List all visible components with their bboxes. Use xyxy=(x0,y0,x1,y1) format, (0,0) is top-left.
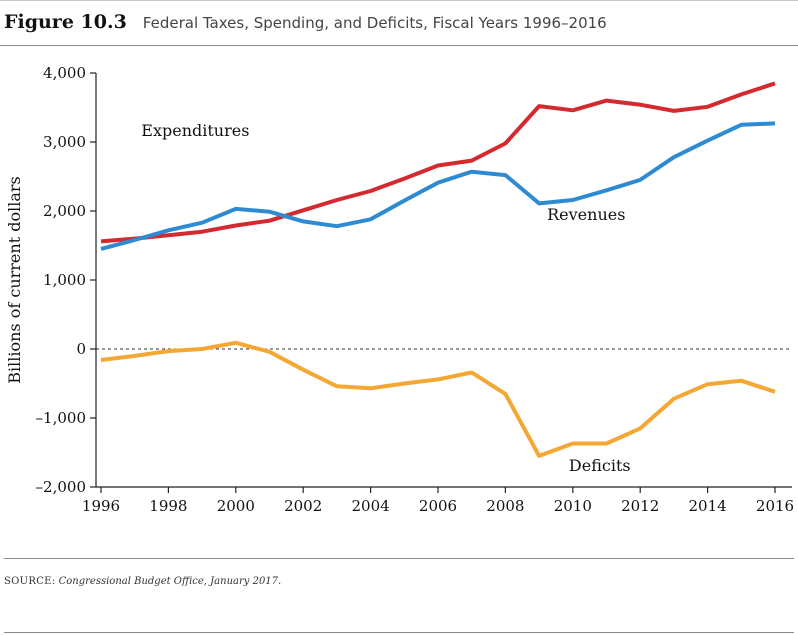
header-rule xyxy=(0,45,798,46)
y-tick-label: 0 xyxy=(76,340,86,358)
x-tick-label: 2000 xyxy=(217,497,255,515)
source-text: Congressional Budget Office, January 201… xyxy=(58,576,282,587)
y-tick-label: 4,000 xyxy=(43,64,86,82)
x-tick-label: 1996 xyxy=(82,497,120,515)
y-tick-label: –1,000 xyxy=(36,409,86,427)
series-line-revenues xyxy=(100,121,776,251)
series-label-expenditures: Expenditures xyxy=(141,121,249,140)
bottom-rule xyxy=(4,632,794,633)
x-tick-label: 2012 xyxy=(621,497,659,515)
figure-title: Federal Taxes, Spending, and Deficits, F… xyxy=(142,14,607,32)
series-labels-group: Expenditures Revenues Deficits xyxy=(141,121,630,475)
y-tick-label: 2,000 xyxy=(43,202,86,220)
source-rule xyxy=(4,558,794,559)
y-tick-label: 3,000 xyxy=(43,133,86,151)
y-axis-label-group: Billions of current dollars xyxy=(5,176,24,383)
source-note: SOURCE: Congressional Budget Office, Jan… xyxy=(4,576,281,587)
x-tick-label: 2006 xyxy=(419,497,457,515)
y-axis: –2,000 –1,000 0 1,000 2,000 3,000 4,000 xyxy=(36,64,97,496)
y-axis-title: Billions of current dollars xyxy=(5,176,24,383)
series-line-deficits xyxy=(100,340,776,458)
top-rule xyxy=(0,0,798,1)
x-tick-label: 2002 xyxy=(284,497,322,515)
series-label-revenues: Revenues xyxy=(547,205,625,224)
x-tick-label: 2014 xyxy=(689,497,727,515)
x-tick-label: 2010 xyxy=(554,497,592,515)
series-label-deficits: Deficits xyxy=(569,456,631,475)
y-tick-label: –2,000 xyxy=(36,478,86,496)
source-label: SOURCE: xyxy=(4,576,56,587)
x-tick-label: 2016 xyxy=(756,497,794,515)
x-tick-label: 2008 xyxy=(486,497,524,515)
figure-header: Figure 10.3 Federal Taxes, Spending, and… xyxy=(4,11,607,39)
line-chart: Billions of current dollars –2,000 –1,000… xyxy=(5,64,794,515)
x-tick-label: 1998 xyxy=(149,497,187,515)
series-line-expenditures xyxy=(100,81,776,244)
x-axis: 1996 1998 2000 2002 2004 2006 2008 2010 2012 2014… xyxy=(82,486,794,515)
x-tick-label: 2004 xyxy=(352,497,390,515)
series-group xyxy=(100,81,776,458)
figure-label: Figure 10.3 xyxy=(4,11,127,33)
y-tick-label: 1,000 xyxy=(43,271,86,289)
